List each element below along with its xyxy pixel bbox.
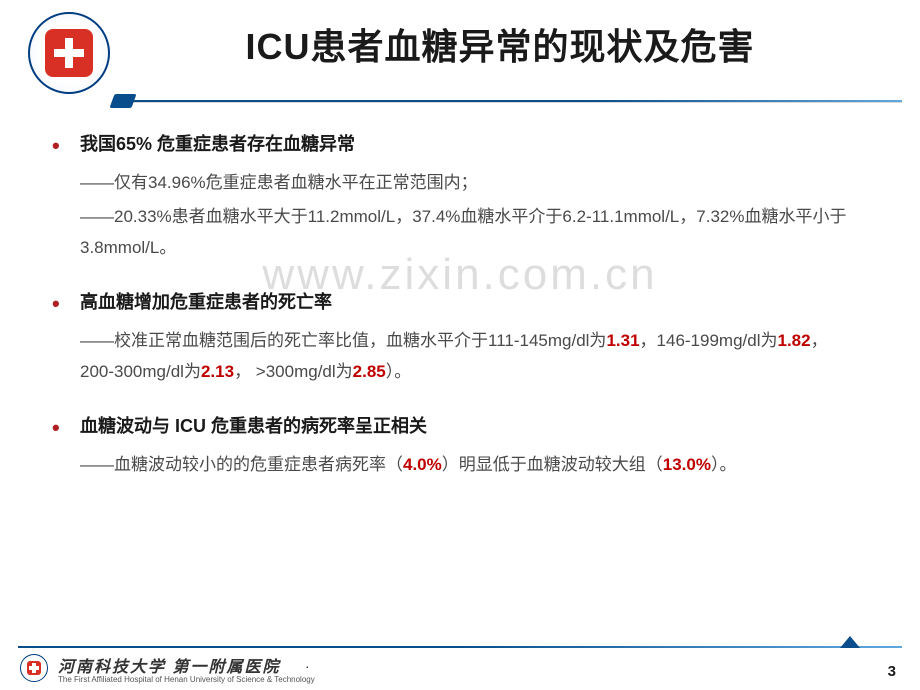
highlight-value: 1.31 (606, 331, 639, 350)
text-run: ——血糖波动较小的的危重症患者病死率（ (80, 455, 403, 474)
slide-content: 我国65% 危重症患者存在血糖异常 ——仅有34.96%危重症患者血糖水平在正常… (0, 110, 920, 481)
bullet-sub: ——20.33%患者血糖水平大于11.2mmol/L，37.4%血糖水平介于6.… (80, 201, 860, 264)
text-run: ，146-199mg/dl为 (640, 331, 778, 350)
bullet-sub: ——校准正常血糖范围后的死亡率比值，血糖水平介于111-145mg/dl为1.3… (80, 325, 860, 388)
highlight-value: 4.0% (403, 455, 442, 474)
highlight-value: 2.13 (201, 362, 234, 381)
highlight-value: 2.85 (353, 362, 386, 381)
bullet-heading: 血糖波动与 ICU 危重患者的病死率呈正相关 (80, 410, 860, 443)
text-run: ， >300mg/dl为 (234, 362, 353, 381)
footer-org-cn: 河南科技大学 第一附属医院 (58, 653, 315, 677)
bullet-heading: 我国65% 危重症患者存在血糖异常 (80, 128, 860, 161)
text-run: ）。 (711, 455, 737, 474)
page-number: 3 (888, 663, 896, 680)
bullet-block: 高血糖增加危重症患者的死亡率 ——校准正常血糖范围后的死亡率比值，血糖水平介于1… (80, 286, 860, 388)
bullet-sub: ——血糖波动较小的的危重症患者病死率（4.0%）明显低于血糖波动较大组（13.0… (80, 449, 860, 480)
bullet-heading: 高血糖增加危重症患者的死亡率 (80, 286, 860, 319)
slide-header: ICU患者血糖异常的现状及危害 (0, 0, 920, 110)
bullet-block: 血糖波动与 ICU 危重患者的病死率呈正相关 ——血糖波动较小的的危重症患者病死… (80, 410, 860, 481)
footer-divider (18, 646, 902, 648)
text-run: ）明显低于血糖波动较大组（ (442, 455, 663, 474)
footer-org-en: The First Affiliated Hospital of Henan U… (58, 675, 315, 684)
slide-title: ICU患者血糖异常的现状及危害 (0, 18, 920, 70)
footer-dot: · (305, 658, 310, 674)
text-run: ）。 (386, 362, 412, 381)
hospital-logo (28, 12, 110, 94)
footer-arrow-icon (840, 636, 860, 648)
bullet-sub: ——仅有34.96%危重症患者血糖水平在正常范围内； (80, 167, 860, 198)
text-run: ——校准正常血糖范围后的死亡率比值，血糖水平介于111-145mg/dl为 (80, 331, 606, 350)
slide-footer: 河南科技大学 第一附属医院 The First Affiliated Hospi… (0, 646, 920, 690)
highlight-value: 13.0% (663, 455, 711, 474)
title-divider (120, 100, 902, 102)
footer-logo (20, 654, 48, 682)
footer-org: 河南科技大学 第一附属医院 The First Affiliated Hospi… (58, 653, 315, 684)
highlight-value: 1.82 (778, 331, 811, 350)
bullet-block: 我国65% 危重症患者存在血糖异常 ——仅有34.96%危重症患者血糖水平在正常… (80, 128, 860, 264)
